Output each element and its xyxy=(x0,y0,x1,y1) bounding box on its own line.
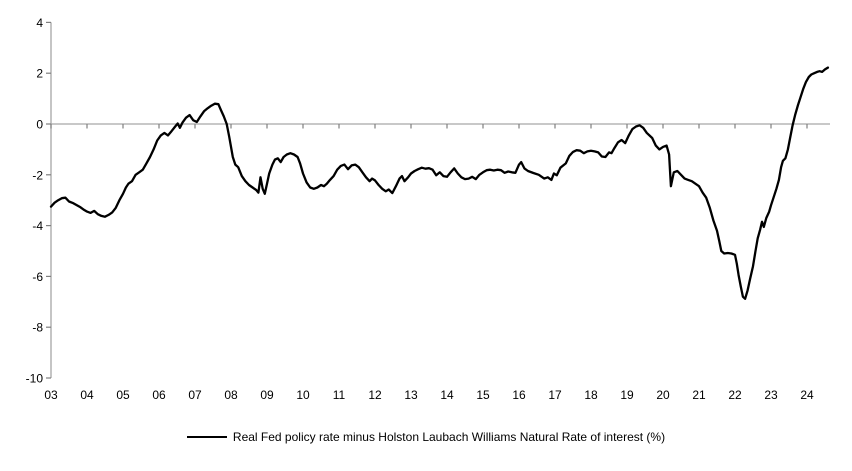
legend-line-icon xyxy=(186,436,227,438)
y-tick-label: 0 xyxy=(36,118,43,132)
x-tick-label: 06 xyxy=(152,388,166,402)
legend-series-label: Real Fed policy rate minus Holston Lauba… xyxy=(232,430,666,444)
x-axis-labels: 03 04 05 06 07 08 09 10 11 12 13 14 15 16 17 18 19 20 21 22… xyxy=(44,388,814,402)
x-tick-label: 22 xyxy=(728,388,742,402)
x-tick-label: 16 xyxy=(512,388,526,402)
x-tick-label: 18 xyxy=(584,388,598,402)
data-series xyxy=(49,66,830,300)
x-tick-label: 15 xyxy=(476,388,490,402)
y-axis-labels: 4 2 0 -2 -4 -6 -8 -10 xyxy=(26,16,44,386)
y-tick-label: 2 xyxy=(36,67,43,81)
x-tick-label: 08 xyxy=(224,388,238,402)
x-tick-label: 17 xyxy=(548,388,562,402)
x-tick-label: 09 xyxy=(260,388,274,402)
line-chart: 420-2-4-6-8-10 03 04 05 06 07 08 09 10 11 12 13 14 1… xyxy=(26,16,830,402)
x-tick-label: 11 xyxy=(333,388,346,402)
y-tick-label: 4 xyxy=(36,16,43,30)
x-tick-label: 20 xyxy=(656,388,670,402)
axes xyxy=(46,21,830,379)
chart-legend: Real Fed policy rate minus Holston Lauba… xyxy=(0,430,852,444)
y-tick-label: -2 xyxy=(32,168,43,182)
x-tick-label: 13 xyxy=(404,388,418,402)
x-tick-label: 03 xyxy=(44,388,58,402)
x-tick-label: 23 xyxy=(764,388,778,402)
x-tick-label: 05 xyxy=(116,388,130,402)
y-tick-label: -6 xyxy=(32,270,43,284)
x-tick-label: 10 xyxy=(296,388,310,402)
x-tick-label: 14 xyxy=(440,388,454,402)
y-tick-label: -10 xyxy=(26,372,44,386)
x-tick-label: 19 xyxy=(620,388,634,402)
x-tick-label: 24 xyxy=(800,388,814,402)
x-tick-label: 12 xyxy=(368,388,382,402)
y-tick-label: -8 xyxy=(32,321,43,335)
x-tick-label: 04 xyxy=(80,388,94,402)
x-tick-label: 21 xyxy=(692,388,706,402)
series-line xyxy=(49,66,830,300)
y-tick-label: -4 xyxy=(32,219,43,233)
x-tick-label: 07 xyxy=(188,388,202,402)
